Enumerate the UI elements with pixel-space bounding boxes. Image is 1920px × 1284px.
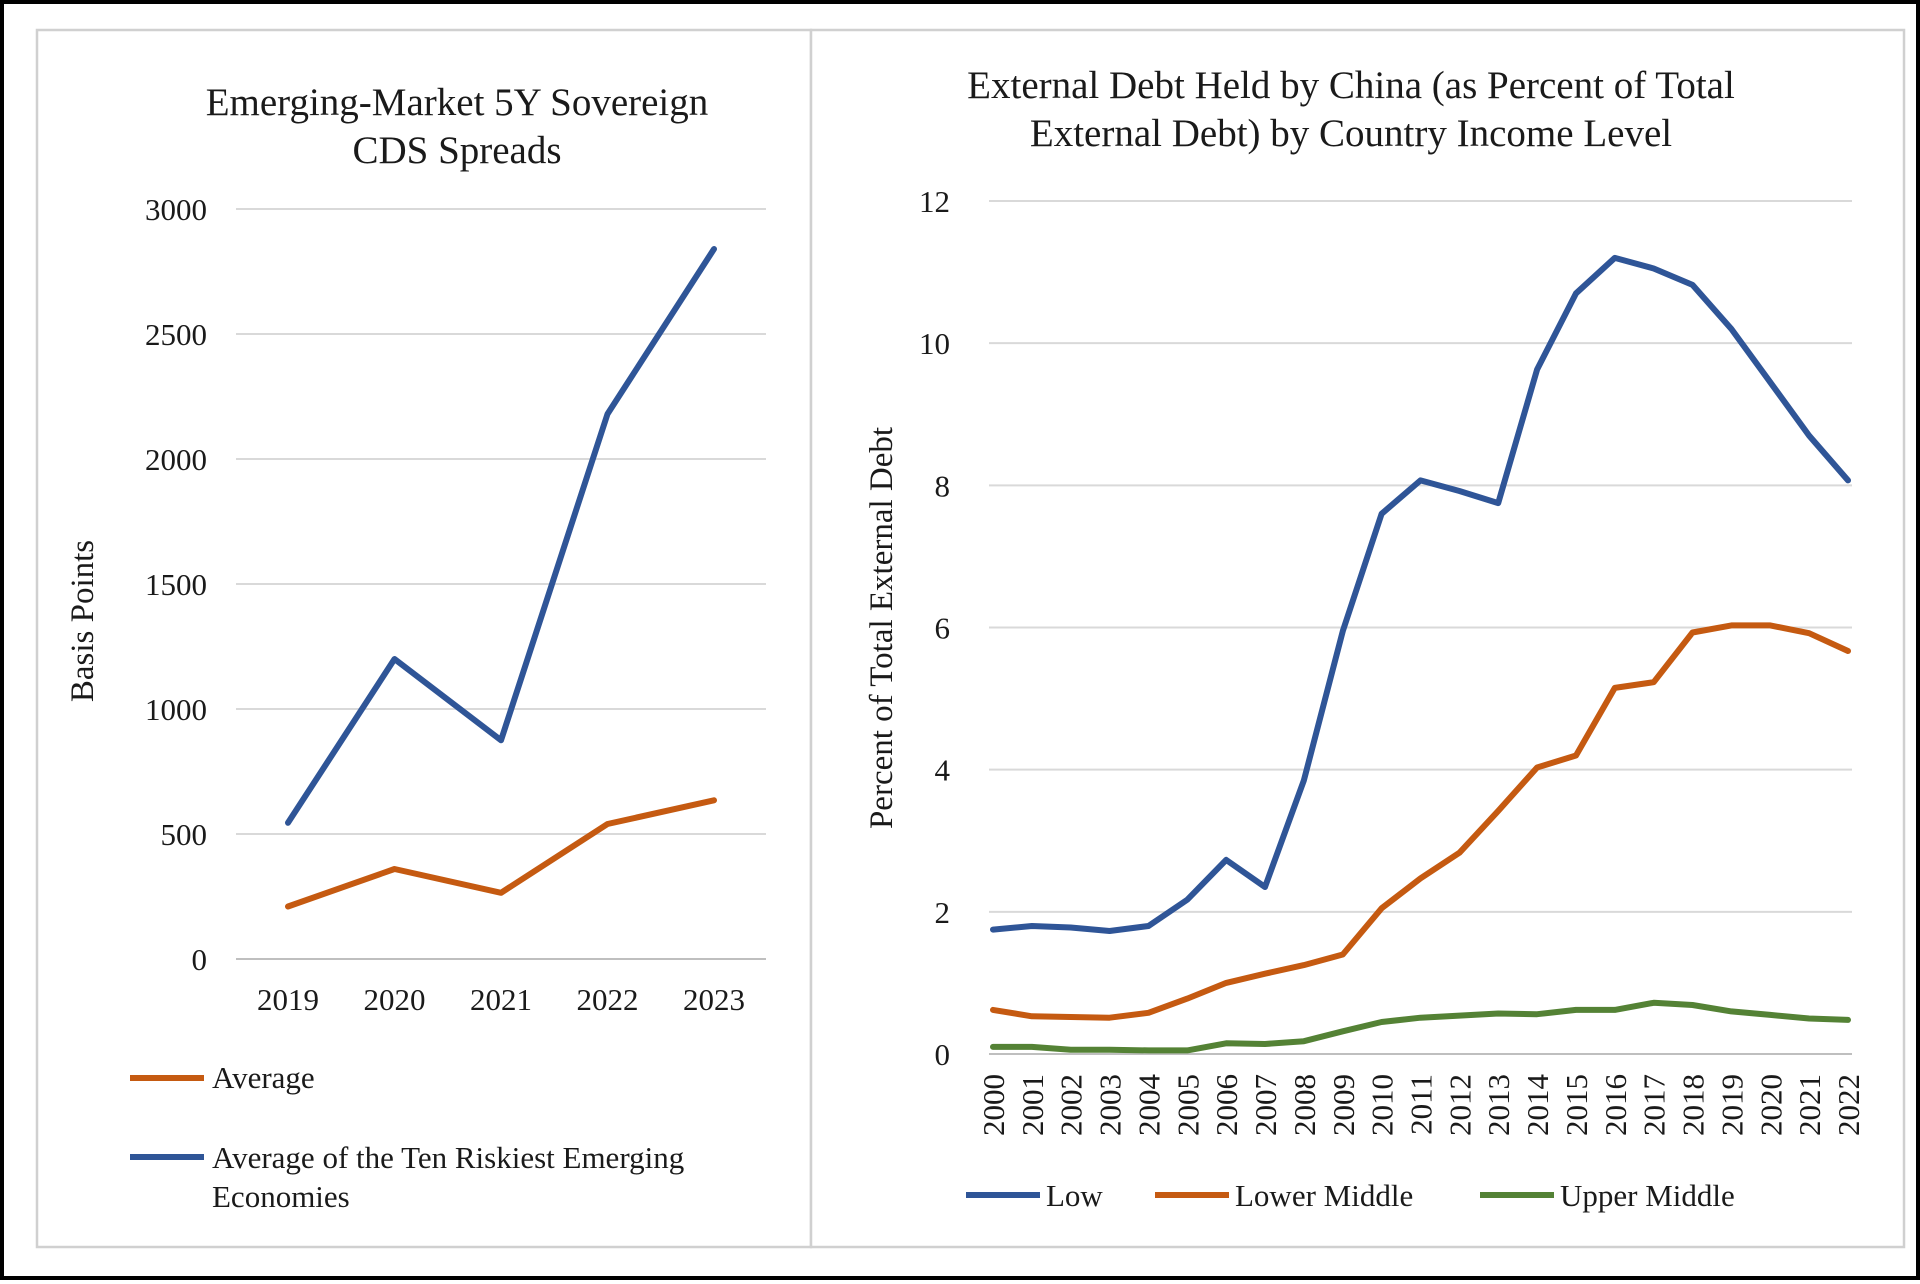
right-x-tick-2011: 2011 (1404, 1074, 1439, 1135)
left-panel: Emerging-Market 5Y Sovereign CDS Spreads… (35, 28, 813, 1249)
left-legend: Average Average of the Ten Riskiest Emer… (130, 1060, 684, 1214)
right-y-tick-labels: 0 2 4 6 8 10 12 (919, 184, 951, 1072)
right-y-tick-6: 6 (935, 611, 951, 646)
right-x-tick-2001: 2001 (1015, 1074, 1050, 1136)
left-y-tick-2500: 2500 (145, 317, 207, 352)
right-legend-entry-lower-middle: Lower Middle (1155, 1178, 1413, 1213)
left-y-tick-1500: 1500 (145, 567, 207, 602)
left-y-tick-2000: 2000 (145, 442, 207, 477)
left-x-tick-2023: 2023 (683, 982, 745, 1017)
left-x-tick-2019: 2019 (257, 982, 319, 1017)
left-y-tick-1000: 1000 (145, 692, 207, 727)
left-series-lines (285, 246, 717, 910)
left-x-tick-labels: 2019 2020 2021 2022 2023 (257, 982, 745, 1017)
right-x-tick-2012: 2012 (1442, 1074, 1477, 1136)
right-x-tick-2015: 2015 (1559, 1074, 1594, 1136)
left-legend-entry-average: Average (130, 1060, 315, 1095)
right-legend-entry-low: Low (966, 1178, 1103, 1213)
left-y-tick-500: 500 (161, 817, 208, 852)
right-legend-label-upper-middle: Upper Middle (1560, 1178, 1735, 1213)
right-legend-entry-upper-middle: Upper Middle (1480, 1178, 1735, 1213)
left-legend-entry-riskiest: Average of the Ten Riskiest Emerging Eco… (130, 1140, 684, 1214)
right-y-axis-label: Percent of Total External Debt (864, 427, 900, 829)
right-x-tick-2002: 2002 (1054, 1074, 1089, 1136)
right-x-tick-2020: 2020 (1753, 1074, 1788, 1136)
right-panel: External Debt Held by China (as Percent … (809, 28, 1906, 1249)
right-x-tick-2019: 2019 (1714, 1074, 1749, 1136)
left-x-tick-2020: 2020 (364, 982, 426, 1017)
right-panel-border (809, 28, 1906, 1249)
right-x-tick-2010: 2010 (1365, 1074, 1400, 1136)
left-legend-label-average: Average (212, 1060, 315, 1095)
right-x-tick-labels: 2000 2001 2002 2003 2004 2005 2006 2007 2008 2009… (976, 1074, 1866, 1137)
right-x-tick-2016: 2016 (1598, 1074, 1633, 1136)
right-x-tick-2013: 2013 (1481, 1074, 1516, 1136)
right-y-tick-8: 8 (935, 468, 951, 503)
right-x-tick-2018: 2018 (1676, 1074, 1711, 1136)
right-chart-title-line-1: External Debt Held by China (as Percent … (967, 64, 1735, 107)
right-x-tick-2021: 2021 (1792, 1074, 1827, 1136)
right-series-line-upper-middle (990, 999, 1851, 1054)
right-x-tick-2007: 2007 (1248, 1074, 1283, 1136)
left-legend-label-riskiest-line-1: Average of the Ten Riskiest Emerging (212, 1140, 684, 1175)
left-x-tick-2022: 2022 (577, 982, 639, 1017)
left-x-tick-2021: 2021 (470, 982, 532, 1017)
left-chart-title-line-2: CDS Spreads (352, 129, 561, 172)
right-y-tick-12: 12 (919, 184, 950, 219)
right-chart-title-line-2: External Debt) by Country Income Level (1030, 112, 1672, 155)
right-legend: Low Lower Middle Upper Middle (966, 1178, 1735, 1213)
right-x-tick-2022: 2022 (1831, 1074, 1866, 1136)
left-series-line-average (285, 797, 717, 910)
left-y-axis-label: Basis Points (65, 540, 101, 702)
left-y-tick-0: 0 (192, 942, 208, 977)
left-legend-label-riskiest-line-2: Economies (212, 1179, 350, 1214)
right-legend-label-low: Low (1046, 1178, 1103, 1213)
right-series-line-lower-middle (990, 622, 1851, 1021)
left-gridlines (236, 208, 766, 960)
right-y-tick-4: 4 (935, 753, 951, 788)
left-series-line-average-of-the-ten-riskiest-emerging-economies (285, 246, 717, 826)
right-x-tick-2004: 2004 (1131, 1074, 1166, 1137)
left-chart-title-line-1: Emerging-Market 5Y Sovereign (206, 81, 709, 124)
right-x-tick-2003: 2003 (1093, 1074, 1128, 1136)
right-gridlines (989, 200, 1852, 1055)
left-y-tick-labels: 0 500 1000 1500 2000 2500 3000 (145, 192, 207, 977)
right-x-tick-2014: 2014 (1520, 1074, 1555, 1137)
right-x-tick-2008: 2008 (1287, 1074, 1322, 1136)
right-y-tick-2: 2 (935, 895, 951, 930)
right-legend-label-lower-middle: Lower Middle (1235, 1178, 1413, 1213)
right-y-tick-10: 10 (919, 326, 950, 361)
right-x-tick-2000: 2000 (976, 1074, 1011, 1136)
left-panel-border (35, 28, 813, 1249)
right-x-tick-2006: 2006 (1209, 1074, 1244, 1136)
right-x-tick-2009: 2009 (1326, 1074, 1361, 1136)
figure-canvas: Emerging-Market 5Y Sovereign CDS Spreads… (35, 28, 1906, 1249)
right-x-tick-2005: 2005 (1170, 1074, 1205, 1136)
right-x-tick-2017: 2017 (1637, 1074, 1672, 1136)
left-y-tick-3000: 3000 (145, 192, 207, 227)
right-series-line-low (990, 254, 1851, 934)
right-series-lines (990, 254, 1851, 1054)
right-y-tick-0: 0 (935, 1037, 951, 1072)
